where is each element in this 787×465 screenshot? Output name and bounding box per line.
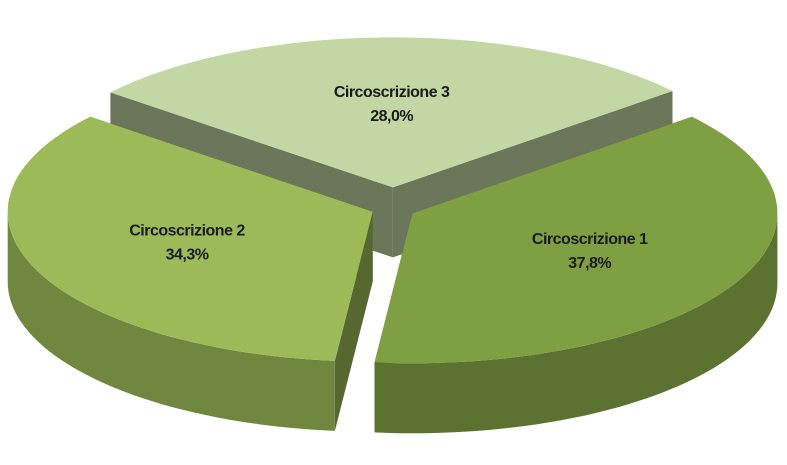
slice-value-label: 37,8%	[568, 255, 611, 272]
slice	[7, 116, 373, 361]
slice-label: Circoscrizione 2	[129, 222, 245, 239]
slice-value-label: 34,3%	[166, 246, 209, 263]
slice-outer-wall	[7, 211, 335, 431]
slice-label: Circoscrizione 3	[334, 84, 450, 101]
slice-value-label: 28,0%	[370, 108, 413, 125]
slice-outer-wall	[374, 213, 778, 434]
slice	[374, 116, 778, 364]
slice	[110, 37, 673, 188]
slice-label: Circoscrizione 1	[532, 231, 648, 248]
